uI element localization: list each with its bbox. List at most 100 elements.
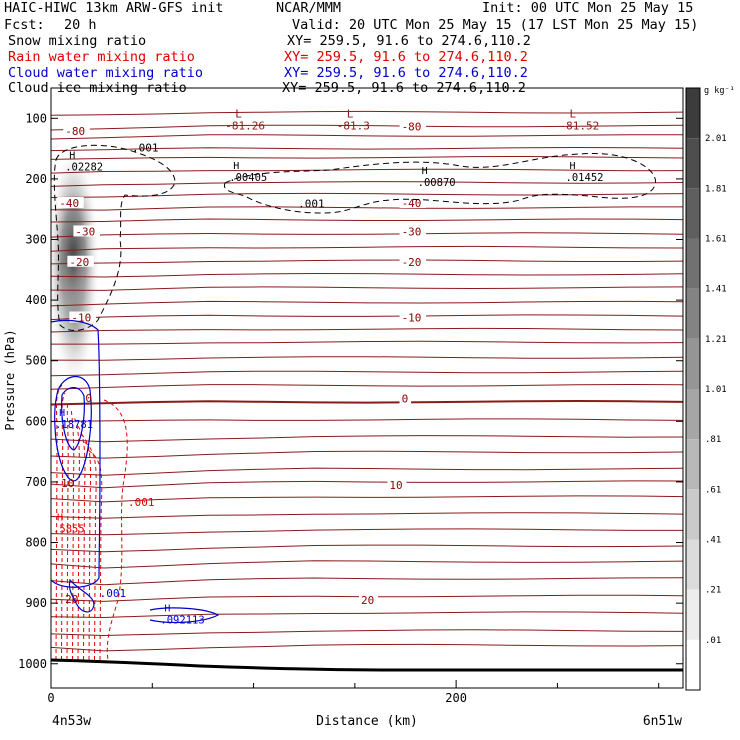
cloud-ice-contour-right [223, 152, 657, 214]
colorbar-level-label: .21 [705, 586, 721, 596]
minimum-value: -81.26 [225, 119, 265, 132]
forecast-label: Fcst: [4, 17, 45, 33]
colorbar-segment [686, 489, 700, 540]
colorbar-level-label: 2.01 [705, 134, 727, 144]
minimum-value: -81.52 [560, 119, 600, 132]
minimum-value: -81.3 [337, 119, 370, 132]
colorbar-segment [686, 639, 700, 690]
rain-water-contour-outer [103, 399, 128, 661]
cloud-water-contour-right [149, 607, 220, 624]
maximum-value: .01452 [566, 172, 604, 184]
colorbar-segment [686, 188, 700, 239]
field-cloudwater-name: Cloud water mixing ratio [8, 65, 204, 81]
y-tick-label: 300 [25, 233, 47, 247]
isotherm-line [51, 383, 683, 390]
y-tick-label: 600 [25, 414, 47, 428]
isotherm-line [51, 181, 683, 187]
x-left-endpoint-label: 4n53w [52, 714, 91, 729]
contour-label: .001 [132, 142, 159, 155]
colorbar-segment [686, 389, 700, 440]
isotherm-label: 20 [361, 594, 374, 607]
isotherm-line [51, 356, 683, 361]
y-tick-label: 1000 [18, 657, 47, 671]
isotherm-line [51, 629, 683, 637]
forecast-hours: 20 h [64, 17, 97, 33]
isotherm-line [51, 495, 683, 503]
field-snow-xy: XY= 259.5, 91.6 to 274.6,110.2 [287, 33, 531, 49]
isotherm-line [51, 146, 683, 152]
isotherm-line [51, 528, 683, 536]
x-tick-label: 0 [47, 691, 54, 705]
contour-label: 20 [65, 593, 78, 606]
isotherm-line [51, 418, 683, 423]
colorbar-segment [686, 539, 700, 590]
cloud-water-contour-outer [51, 319, 101, 588]
init-time: Init: 00 UTC Mon 25 May 15 [482, 0, 694, 16]
isotherm-label: -20 [69, 256, 89, 269]
contour-label: .001 [100, 587, 127, 600]
isotherm-label-bg [69, 311, 96, 323]
isotherm-line [51, 314, 683, 321]
isotherm-label-bg [399, 311, 427, 323]
isotherm-line [51, 577, 683, 586]
colorbar-frame [685, 87, 701, 691]
x-axis-title: Distance (km) [316, 714, 418, 729]
colorbar-segment [686, 138, 700, 189]
model-title: HAIC-HIWC 13km ARW-GFS init [4, 0, 224, 16]
colorbar-segment [686, 589, 700, 640]
isotherm-label-bg [359, 593, 379, 605]
maximum-value: .5855 [53, 523, 85, 535]
x-tick-label: 200 [445, 691, 467, 705]
rain-water-contour [76, 424, 86, 661]
isotherm-label: -40 [59, 197, 79, 210]
colorbar-level-label: 1.01 [705, 385, 727, 395]
maximum-marker: H [57, 512, 63, 523]
org-label: NCAR/MMM [276, 0, 342, 16]
maximum-value: .00405 [229, 172, 267, 184]
isotherm-line [51, 399, 683, 406]
isotherm-line [51, 340, 683, 345]
x-right-endpoint-label: 6n51w [643, 714, 682, 729]
maximum-value: .00870 [418, 177, 456, 189]
colorbar-segment [686, 238, 700, 289]
field-snow-name: Snow mixing ratio [8, 33, 147, 49]
isotherm-label-bg [67, 255, 94, 267]
isotherm-line [51, 286, 683, 291]
maximum-value: .092113 [160, 614, 204, 626]
rain-water-contour [73, 416, 80, 661]
isotherm-line [51, 611, 683, 619]
cloud-water-contour-core [61, 387, 85, 451]
field-rain-xy: XY= 259.5, 91.6 to 274.6,110.2 [284, 49, 528, 65]
y-tick-label: 800 [25, 536, 47, 550]
isotherm-label: -30 [75, 225, 95, 238]
y-axis-title: Pressure (hPa) [3, 329, 17, 430]
isotherm-line [51, 110, 683, 116]
colorbar-segment [686, 439, 700, 490]
maximum-value: .02282 [65, 162, 103, 174]
isotherm-label-bg [399, 255, 427, 267]
minimum-marker: L [347, 107, 354, 120]
contour-label: .001 [128, 496, 155, 509]
colorbar-segment [686, 288, 700, 339]
rain-water-contour [55, 384, 63, 661]
colorbar-level-label: .01 [705, 636, 721, 646]
colorbar-level-label: 1.61 [705, 235, 727, 245]
cloud-water-contour-inner [54, 375, 92, 482]
maximum-marker: H [69, 151, 75, 162]
isotherm-line [51, 435, 683, 443]
isotherm-label-bg [63, 124, 90, 136]
isotherm-label-bg [399, 225, 427, 237]
colorbar-level-label: .41 [705, 536, 721, 546]
isotherm-line [51, 560, 683, 569]
isotherm-label-bg [399, 392, 412, 404]
minimum-marker: L [570, 107, 577, 120]
isotherm-line [51, 467, 683, 476]
y-tick-label: 500 [25, 354, 47, 368]
colorbar-unit: g kg⁻¹ [704, 86, 735, 96]
isotherm-line [51, 480, 683, 489]
minimum-marker: L [235, 107, 242, 120]
y-tick-label: 400 [25, 293, 47, 307]
maximum-value: .18781 [55, 419, 93, 431]
